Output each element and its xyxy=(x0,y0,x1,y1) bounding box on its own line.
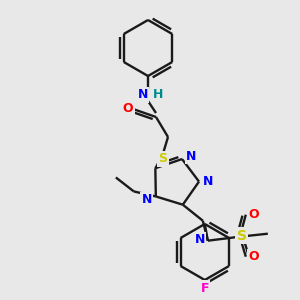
Text: N: N xyxy=(186,149,196,163)
Text: S: S xyxy=(237,229,247,243)
Text: N: N xyxy=(138,88,148,101)
Text: N: N xyxy=(195,233,205,246)
Text: O: O xyxy=(248,208,259,221)
Text: O: O xyxy=(248,250,259,263)
Text: N: N xyxy=(142,193,152,206)
Text: H: H xyxy=(153,88,163,101)
Text: O: O xyxy=(123,103,133,116)
Text: S: S xyxy=(158,152,167,166)
Text: N: N xyxy=(203,175,213,188)
Text: F: F xyxy=(201,281,209,295)
